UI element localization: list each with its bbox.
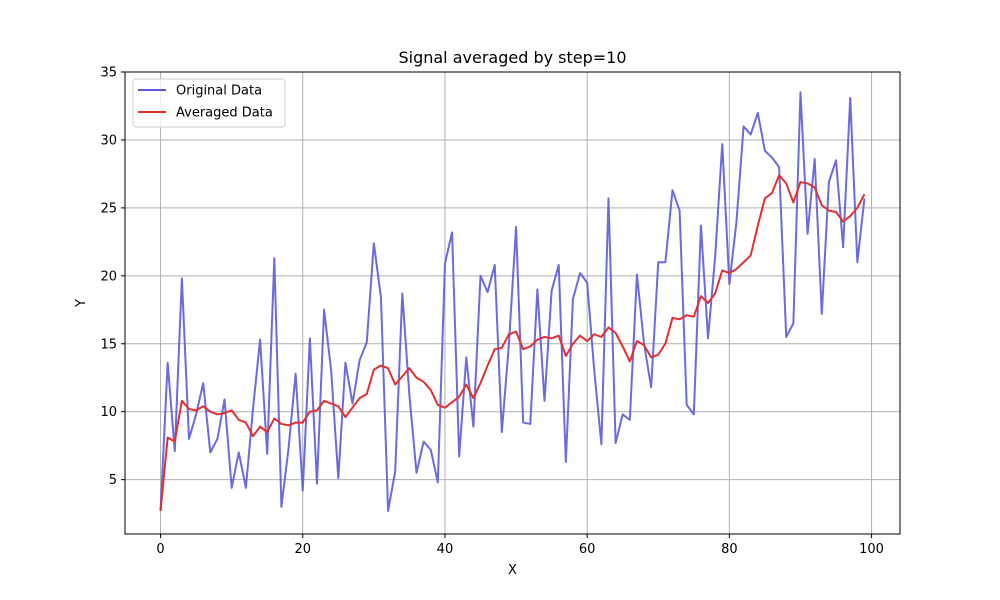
y-tick-label: 10 [100,405,117,420]
original-data-line [159,91,866,512]
x-tick-label: 0 [156,542,164,557]
y-tick-label: 20 [100,269,117,284]
averaged-data-line [159,174,866,511]
x-tick-label: 60 [579,542,596,557]
y-tick-label: 35 [100,66,117,81]
y-tick-label: 15 [100,337,117,352]
y-tick-label: 30 [100,133,117,148]
y-tick-label: 5 [109,473,117,488]
legend: Original Data Averaged Data [132,78,286,128]
x-tick-label: 80 [721,542,738,557]
series-lines [159,91,866,512]
x-tick-label: 40 [437,542,454,557]
plot-area-frame [124,71,901,535]
x-tick-label: 100 [859,542,884,557]
y-axis-label: Y [74,299,89,308]
legend-label-averaged: Averaged Data [176,106,273,121]
legend-box [132,78,286,128]
x-axis-label: X [508,563,517,578]
axis-ticks: 0 20 40 60 80 100 5 10 15 20 25 30 35 [100,66,884,558]
legend-label-original: Original Data [176,84,262,99]
x-tick-label: 20 [294,542,311,557]
chart-title: Signal averaged by step=10 [398,48,626,67]
y-tick-label: 25 [100,201,117,216]
